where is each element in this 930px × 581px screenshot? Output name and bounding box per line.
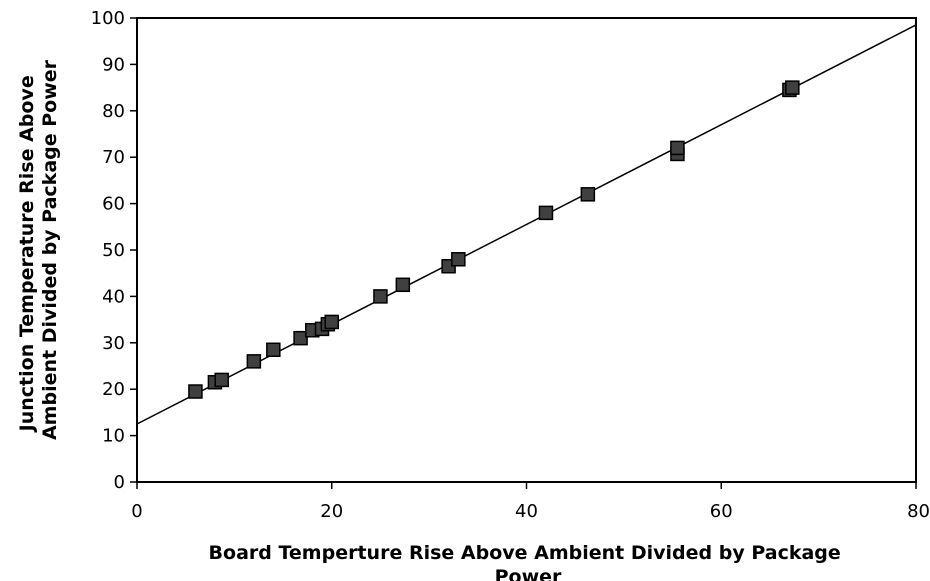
y-tick-label: 40 xyxy=(102,286,125,307)
y-tick-label: 90 xyxy=(102,54,125,75)
x-tick-label: 40 xyxy=(515,501,538,522)
y-tick-label: 80 xyxy=(102,101,125,122)
y-axis-title-line-2: Ambient Divided by Package Power xyxy=(39,59,61,440)
data-point xyxy=(373,289,388,304)
tick-marks xyxy=(130,17,917,489)
x-tick-label: 80 xyxy=(907,501,930,522)
x-axis-title: Board Temperture Rise Above Ambient Divi… xyxy=(209,542,848,581)
data-point xyxy=(293,330,308,346)
data-point xyxy=(670,140,685,156)
y-tick-label: 50 xyxy=(102,240,125,261)
y-tick-label: 10 xyxy=(102,426,125,447)
data-point xyxy=(580,187,596,202)
data-point xyxy=(246,354,262,369)
x-tick-label: 0 xyxy=(131,501,142,522)
data-point xyxy=(266,342,281,358)
x-tick-label: 60 xyxy=(710,501,733,522)
y-tick-label: 70 xyxy=(102,147,125,168)
data-point xyxy=(324,314,339,330)
x-axis-title-line-1: Board Temperture Rise Above Ambient Divi… xyxy=(209,542,841,564)
y-axis-title-line-1: Junction Temperature Rise Above xyxy=(16,75,38,433)
data-points xyxy=(188,80,800,399)
y-tick-labels: 0 10 20 30 40 50 60 70 80 90 100 xyxy=(91,8,125,493)
y-tick-label: 30 xyxy=(102,333,125,354)
data-point xyxy=(188,384,203,399)
y-tick-label: 0 xyxy=(114,472,125,493)
x-tick-label: 20 xyxy=(320,501,343,522)
data-point xyxy=(538,205,554,221)
y-tick-label: 60 xyxy=(102,194,125,215)
data-point xyxy=(785,80,800,95)
y-tick-label: 100 xyxy=(91,8,125,29)
x-tick-labels: 0 20 40 60 80 xyxy=(131,501,930,522)
y-axis-title: Junction Temperature Rise Above Ambient … xyxy=(16,59,61,440)
data-point xyxy=(451,252,466,267)
data-point xyxy=(214,372,229,388)
y-tick-label: 20 xyxy=(102,379,125,400)
data-point xyxy=(395,277,411,293)
x-axis-title-line-2: Power xyxy=(495,566,562,581)
